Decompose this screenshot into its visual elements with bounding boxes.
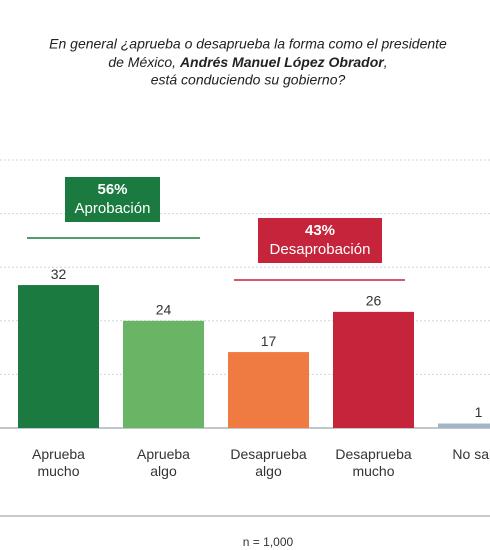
value-label: 26 — [366, 293, 382, 309]
x-tick-label: No sabe — [452, 446, 490, 462]
annotation-value: 43% — [305, 222, 335, 239]
value-label: 24 — [156, 302, 172, 318]
annotation-box — [258, 218, 382, 263]
x-tick-label-line: mucho — [37, 463, 79, 479]
x-tick-label-line: mucho — [352, 463, 394, 479]
x-tick-label-line: Desaprueba — [335, 446, 411, 462]
annotation-box — [65, 177, 160, 222]
bar — [333, 311, 414, 428]
x-tick-label: Desaprueba mucho — [335, 446, 411, 479]
x-tick-label-line: Aprueba — [137, 446, 190, 462]
title-line: de México, Andrés Manuel López Obrador, — [108, 54, 387, 70]
title-part: de México, — [108, 54, 180, 70]
x-tick-label-line: algo — [255, 463, 282, 479]
title-line: En general ¿aprueba o desaprueba la form… — [49, 36, 447, 52]
bar — [438, 423, 490, 428]
title-line: está conduciendo su gobierno? — [151, 72, 346, 88]
annotation-value: 56% — [97, 181, 127, 198]
title-part: Andrés Manuel López Obrador — [179, 54, 385, 70]
title-part: , — [384, 54, 388, 70]
x-tick-label: Aprueba mucho — [32, 446, 85, 479]
x-tick-label-line: No sabe — [452, 446, 490, 462]
x-tick-label: Desaprueba algo — [230, 446, 306, 479]
value-label: 1 — [475, 404, 483, 420]
x-tick-label-line: Aprueba — [32, 446, 85, 462]
annotation-label: Aprobación — [75, 200, 151, 217]
annotation-label: Desaprobación — [270, 241, 371, 258]
value-label: 17 — [261, 333, 277, 349]
x-tick-label-line: Desaprueba — [230, 446, 306, 462]
x-tick-label: Aprueba algo — [137, 446, 190, 479]
bar — [228, 352, 309, 428]
x-tick-label-line: algo — [150, 463, 177, 479]
value-label: 32 — [51, 266, 67, 282]
bar — [123, 320, 204, 428]
footnote: n = 1,000 — [243, 535, 294, 549]
bar — [18, 285, 99, 428]
